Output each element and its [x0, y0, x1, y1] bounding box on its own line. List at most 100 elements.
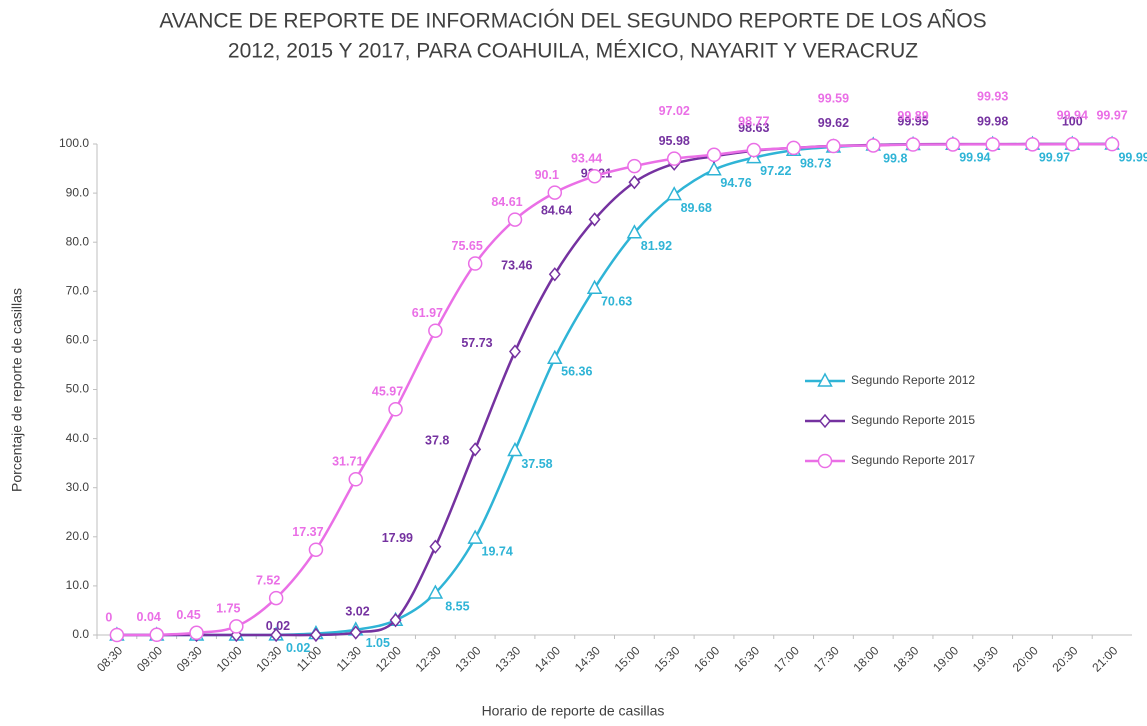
point [469, 442, 482, 457]
point [706, 161, 722, 176]
point [268, 590, 284, 606]
data-label: 81.92 [641, 239, 672, 253]
data-label: 19.74 [482, 544, 513, 558]
y-tick-label: 70.0 [66, 283, 90, 297]
point [467, 256, 483, 271]
y-tick-label: 90.0 [66, 185, 90, 199]
data-label: 57.73 [461, 336, 492, 350]
x-tick-label: 20:30 [1050, 643, 1081, 674]
point [628, 175, 641, 190]
data-label: 89.68 [681, 201, 712, 215]
point [429, 539, 442, 554]
x-tick-label: 10:30 [253, 643, 284, 674]
data-label: 95.98 [659, 134, 690, 148]
point [309, 627, 322, 643]
point [308, 542, 324, 557]
y-tick-label: 10.0 [66, 578, 90, 592]
x-tick-label: 15:00 [612, 643, 643, 674]
data-label: 31.71 [332, 455, 363, 469]
point [270, 627, 283, 643]
point [1065, 137, 1080, 152]
data-label: 37.8 [425, 434, 449, 448]
data-label: 93.44 [571, 152, 602, 166]
point [547, 185, 563, 200]
x-tick-label: 08:30 [94, 643, 125, 674]
point [189, 625, 204, 641]
point [1025, 137, 1040, 152]
data-label: 99.97 [1039, 150, 1070, 164]
point [349, 625, 362, 640]
data-label: 45.97 [372, 385, 403, 399]
data-label: 99.94 [1057, 109, 1088, 123]
point [826, 138, 841, 154]
point [427, 584, 444, 599]
point [666, 151, 682, 166]
point [389, 613, 402, 628]
point [866, 138, 881, 153]
y-tick-label: 100.0 [59, 136, 89, 150]
data-label: 99.99 [1118, 150, 1147, 164]
data-label: 75.65 [452, 239, 483, 253]
data-label: 98.63 [738, 121, 769, 135]
point [586, 279, 603, 294]
data-label: 90.1 [535, 168, 559, 182]
data-label: 17.99 [382, 531, 413, 545]
legend-marker [819, 413, 831, 429]
point [786, 140, 801, 156]
point [507, 212, 523, 227]
data-label: 99.8 [883, 151, 907, 165]
x-tick-label: 21:00 [1089, 643, 1120, 674]
x-tick-label: 18:30 [890, 643, 921, 674]
y-axis-title: Porcentaje de reporte de casillas [9, 288, 25, 492]
x-tick-label: 09:00 [134, 643, 165, 674]
data-label: 100 [1062, 114, 1083, 128]
data-label: 1.75 [216, 602, 240, 616]
point [626, 224, 643, 239]
data-label: 70.63 [601, 295, 632, 309]
data-label: 8.55 [445, 599, 469, 613]
data-label: 84.61 [491, 195, 522, 209]
legend-label: Segundo Reporte 2015 [851, 413, 975, 427]
point [348, 472, 363, 487]
data-label: 99.95 [897, 115, 928, 129]
x-tick-label: 13:30 [492, 643, 523, 674]
data-label: 97.22 [760, 164, 791, 178]
data-label: 56.36 [561, 365, 592, 379]
x-tick-label: 10:00 [214, 643, 245, 674]
point [428, 323, 443, 338]
chart-title: AVANCE DE REPORTE DE INFORMACIÓN DEL SEG… [159, 9, 986, 33]
data-label: 7.52 [256, 573, 280, 587]
series-line [116, 142, 1113, 637]
point [627, 158, 642, 174]
point [149, 627, 164, 643]
x-tick-label: 11:30 [334, 643, 365, 674]
data-label: 0.45 [176, 608, 200, 622]
data-label: 61.97 [412, 306, 443, 320]
legend-marker [817, 372, 833, 387]
data-label: 99.62 [818, 116, 849, 130]
data-label: 94.76 [720, 176, 751, 190]
y-tick-label: 50.0 [66, 382, 90, 396]
point [547, 349, 563, 365]
data-label: 98.73 [800, 157, 831, 171]
x-tick-label: 19:00 [930, 643, 961, 674]
x-tick-label: 09:30 [174, 643, 205, 674]
data-label: 99.59 [818, 91, 849, 105]
x-axis-title: Horario de reporte de casillas [482, 703, 665, 719]
legend-label: Segundo Reporte 2017 [851, 453, 975, 467]
x-tick-label: 16:30 [731, 643, 762, 674]
data-label: 17.37 [292, 525, 323, 539]
point [229, 619, 244, 634]
point [1104, 136, 1120, 152]
x-tick-label: 17:30 [811, 643, 842, 674]
data-label: 97.02 [659, 104, 690, 118]
y-tick-label: 0.0 [72, 627, 89, 641]
point [706, 147, 722, 163]
point [666, 186, 682, 201]
data-label: 98.77 [738, 114, 769, 128]
data-label: 99.89 [897, 109, 928, 123]
y-tick-label: 60.0 [66, 333, 90, 347]
data-label: 3.02 [345, 604, 369, 618]
data-label: 0.02 [286, 641, 310, 655]
